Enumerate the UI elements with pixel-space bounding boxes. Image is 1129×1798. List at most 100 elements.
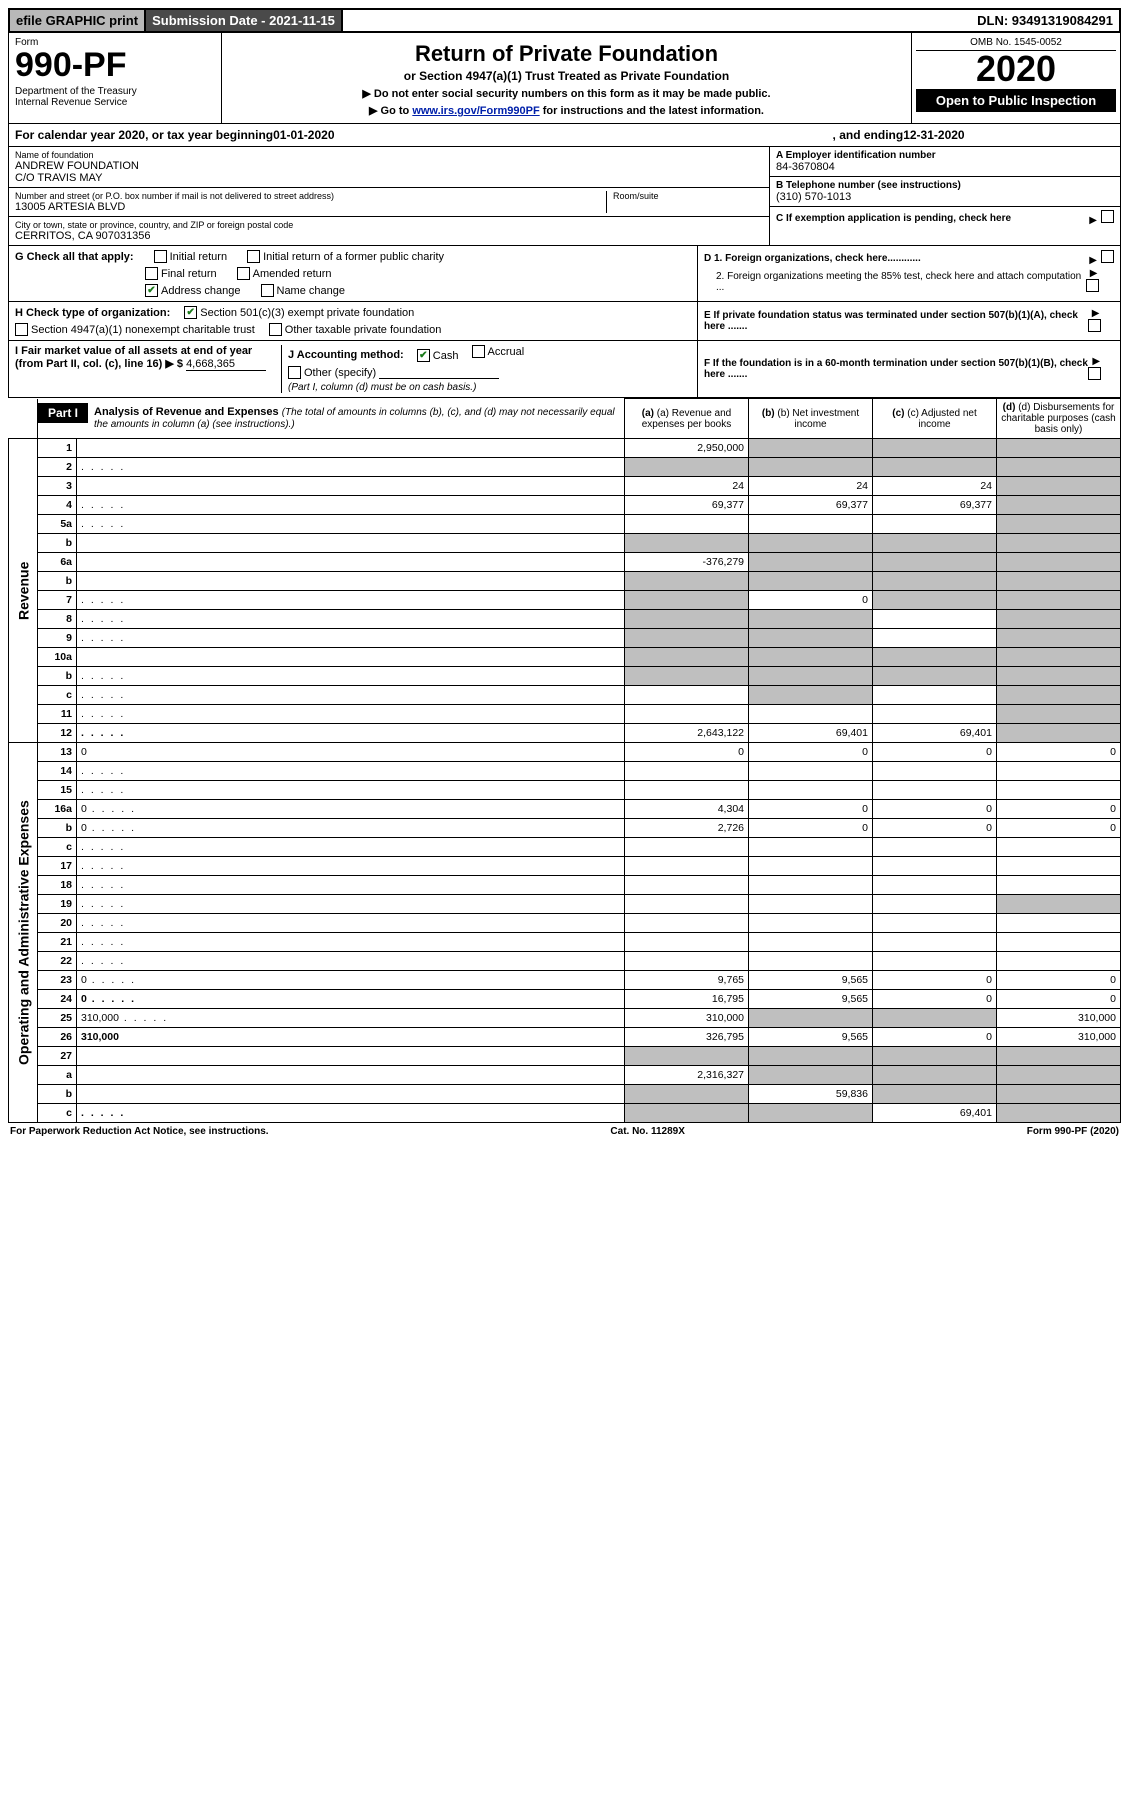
other-specify-line bbox=[379, 378, 499, 379]
cell-c: 24 bbox=[873, 477, 997, 496]
city-label: City or town, state or province, country… bbox=[15, 220, 763, 230]
col-b-header: (b) (b) Net investment income bbox=[749, 399, 873, 439]
street-value: 13005 ARTESIA BLVD bbox=[15, 201, 606, 213]
room-label: Room/suite bbox=[613, 191, 763, 201]
foundation-info: Name of foundation ANDREW FOUNDATION C/O… bbox=[8, 147, 1121, 246]
lbl-initial-former: Initial return of a former public charit… bbox=[263, 251, 444, 263]
cell-a bbox=[625, 629, 749, 648]
row-num: 14 bbox=[38, 762, 77, 781]
e-checkbox[interactable] bbox=[1088, 319, 1101, 332]
cell-a bbox=[625, 1085, 749, 1104]
cell-a bbox=[625, 1104, 749, 1123]
cell-b: 0 bbox=[749, 800, 873, 819]
cb-address[interactable] bbox=[145, 284, 158, 297]
row-desc bbox=[77, 1066, 625, 1085]
table-row: 25310,000310,000310,000 bbox=[9, 1009, 1121, 1028]
instructions-link[interactable]: www.irs.gov/Form990PF bbox=[412, 105, 539, 117]
city-cell: City or town, state or province, country… bbox=[9, 217, 769, 245]
cell-d bbox=[997, 686, 1121, 705]
part1-table: Part I Analysis of Revenue and Expenses … bbox=[8, 398, 1121, 1123]
cell-d bbox=[997, 1104, 1121, 1123]
row-num: 9 bbox=[38, 629, 77, 648]
cell-d bbox=[997, 534, 1121, 553]
cb-final[interactable] bbox=[145, 267, 158, 280]
cb-cash[interactable] bbox=[417, 349, 430, 362]
part1-title: Analysis of Revenue and Expenses bbox=[94, 406, 279, 418]
name-label: Name of foundation bbox=[15, 150, 763, 160]
cell-c: 69,401 bbox=[873, 724, 997, 743]
cb-501c3[interactable] bbox=[184, 306, 197, 319]
cell-c bbox=[873, 686, 997, 705]
table-row: b bbox=[9, 667, 1121, 686]
cell-c bbox=[873, 857, 997, 876]
phone-cell: B Telephone number (see instructions) (3… bbox=[770, 177, 1120, 207]
ij-row: I Fair market value of all assets at end… bbox=[8, 341, 1121, 398]
row-num: 20 bbox=[38, 914, 77, 933]
cb-other-tax[interactable] bbox=[269, 323, 282, 336]
row-num: b bbox=[38, 667, 77, 686]
calyear-pre: For calendar year 2020, or tax year begi… bbox=[15, 128, 273, 142]
table-row: 10a bbox=[9, 648, 1121, 667]
cell-d bbox=[997, 496, 1121, 515]
phone-label: B Telephone number (see instructions) bbox=[776, 180, 1114, 191]
cb-initial[interactable] bbox=[154, 250, 167, 263]
cell-b bbox=[749, 648, 873, 667]
row-desc bbox=[77, 1047, 625, 1066]
cb-other-acct[interactable] bbox=[288, 366, 301, 379]
row-desc bbox=[77, 667, 625, 686]
row-desc bbox=[77, 572, 625, 591]
lbl-final: Final return bbox=[161, 268, 217, 280]
row-desc bbox=[77, 1104, 625, 1123]
cell-d bbox=[997, 591, 1121, 610]
cell-a: 24 bbox=[625, 477, 749, 496]
d-block: D 1. Foreign organizations, check here..… bbox=[698, 246, 1120, 301]
row-num: 7 bbox=[38, 591, 77, 610]
cell-c bbox=[873, 591, 997, 610]
c-cell: C If exemption application is pending, c… bbox=[770, 207, 1120, 229]
c-checkbox[interactable] bbox=[1101, 210, 1114, 223]
page-footer: For Paperwork Reduction Act Notice, see … bbox=[8, 1123, 1121, 1140]
table-row: 11 bbox=[9, 705, 1121, 724]
row-num: 15 bbox=[38, 781, 77, 800]
cell-b: 9,565 bbox=[749, 990, 873, 1009]
cell-b: 24 bbox=[749, 477, 873, 496]
cell-a bbox=[625, 705, 749, 724]
cb-accrual[interactable] bbox=[472, 345, 485, 358]
d2-label: 2. Foreign organizations meeting the 85%… bbox=[704, 271, 1086, 293]
cell-c: 0 bbox=[873, 990, 997, 1009]
row-num: 17 bbox=[38, 857, 77, 876]
cell-b bbox=[749, 781, 873, 800]
cb-name[interactable] bbox=[261, 284, 274, 297]
street-cell: Number and street (or P.O. box number if… bbox=[9, 188, 769, 217]
row-num: 19 bbox=[38, 895, 77, 914]
lbl-accrual: Accrual bbox=[488, 346, 525, 358]
table-row: 21 bbox=[9, 933, 1121, 952]
row-num: 18 bbox=[38, 876, 77, 895]
cell-a bbox=[625, 572, 749, 591]
cb-initial-former[interactable] bbox=[247, 250, 260, 263]
table-row: 18 bbox=[9, 876, 1121, 895]
row-desc bbox=[77, 781, 625, 800]
note2-post: for instructions and the latest informat… bbox=[540, 105, 764, 117]
d2-checkbox[interactable] bbox=[1086, 279, 1099, 292]
cell-c: 0 bbox=[873, 971, 997, 990]
cell-d bbox=[997, 705, 1121, 724]
row-num: c bbox=[38, 1104, 77, 1123]
cell-a bbox=[625, 876, 749, 895]
row-desc: 0 bbox=[77, 743, 625, 762]
cb-amended[interactable] bbox=[237, 267, 250, 280]
ij-left: I Fair market value of all assets at end… bbox=[9, 341, 698, 397]
cell-b bbox=[749, 515, 873, 534]
cell-b bbox=[749, 952, 873, 971]
cell-a bbox=[625, 952, 749, 971]
table-row: 2309,7659,56500 bbox=[9, 971, 1121, 990]
g-lead: G Check all that apply: bbox=[15, 251, 134, 263]
cell-d bbox=[997, 477, 1121, 496]
street-label: Number and street (or P.O. box number if… bbox=[15, 191, 606, 201]
cell-d: 0 bbox=[997, 800, 1121, 819]
f-checkbox[interactable] bbox=[1088, 367, 1101, 380]
cell-d: 310,000 bbox=[997, 1028, 1121, 1047]
d1-checkbox[interactable] bbox=[1101, 250, 1114, 263]
cb-4947[interactable] bbox=[15, 323, 28, 336]
cell-c bbox=[873, 553, 997, 572]
